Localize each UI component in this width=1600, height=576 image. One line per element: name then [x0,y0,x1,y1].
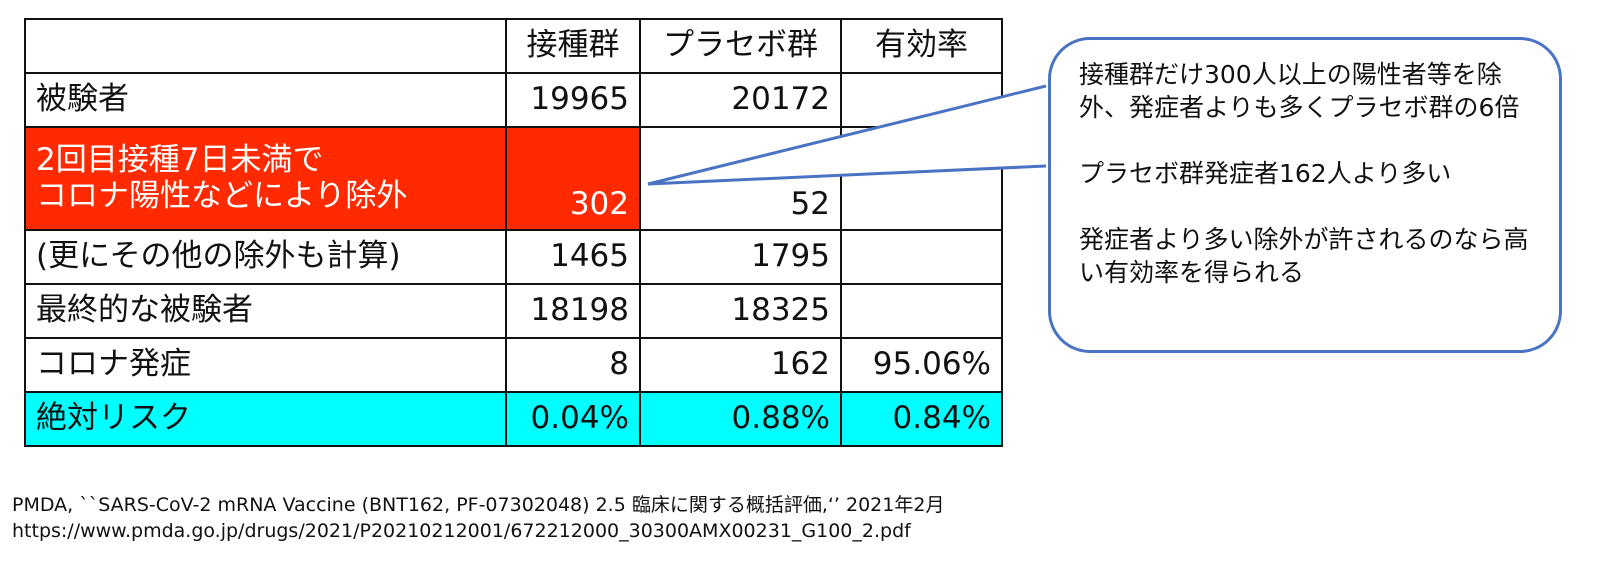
row-label: コロナ発症 [24,337,507,393]
efficacy-value [840,283,1003,339]
row-label: (更にその他の除外も計算) [24,229,507,285]
callout-bubble: 接種群だけ300人以上の陽性者等を除外、発症者よりも多くプラセボ群の6倍 プラセ… [1048,37,1562,353]
header-cell-label [24,18,507,74]
table-row-excluded: 2回目接種7日未満で コロナ陽性などにより除外 302 52 [24,126,1003,231]
efficacy-value [840,229,1003,285]
placebo-value: 20172 [639,72,842,128]
callout-text-exclusion: 接種群だけ300人以上の陽性者等を除外、発症者よりも多くプラセボ群の6倍 [1079,60,1520,122]
row-label-line-1: 2回目接種7日未満で [36,141,324,178]
vaccine-value: 0.04% [505,391,641,447]
efficacy-value: 95.06% [840,337,1003,393]
row-label-excluded: 2回目接種7日未満で コロナ陽性などにより除外 [24,126,507,231]
results-table: 接種群 プラセボ群 有効率 被験者 19965 20172 2回目接種7日未満で… [24,18,1003,447]
placebo-value: 0.88% [639,391,842,447]
row-label-absolute-risk: 絶対リスク [24,391,507,447]
header-cell-placebo-group: プラセボ群 [639,18,842,74]
placebo-value: 162 [639,337,842,393]
reference-note: PMDA, ``SARS-CoV-2 mRNA Vaccine (BNT162,… [12,492,944,544]
placebo-value: 18325 [639,283,842,339]
table-row: (更にその他の除外も計算) 1465 1795 [24,229,1003,285]
table-row: コロナ発症 8 162 95.06% [24,337,1003,393]
vaccine-value: 19965 [505,72,641,128]
table-header-row: 接種群 プラセボ群 有効率 [24,18,1003,74]
header-cell-vaccine-group: 接種群 [505,18,641,74]
header-cell-efficacy: 有効率 [840,18,1003,74]
row-label: 被験者 [24,72,507,128]
vaccine-value: 1465 [505,229,641,285]
vaccine-value: 8 [505,337,641,393]
vaccine-value-excluded: 302 [505,126,641,231]
placebo-value: 1795 [639,229,842,285]
table-row-absolute-risk: 絶対リスク 0.04% 0.88% 0.84% [24,391,1003,447]
reference-url: https://www.pmda.go.jp/drugs/2021/P20210… [12,520,911,542]
callout-text-conclusion: 発症者より多い除外が許されるのなら高い有効率を得られる [1079,225,1529,287]
efficacy-value: 0.84% [840,391,1003,447]
vaccine-value: 18198 [505,283,641,339]
table-row: 最終的な被験者 18198 18325 [24,283,1003,339]
table-row: 被験者 19965 20172 [24,72,1003,128]
row-label-line-2: コロナ陽性などにより除外 [36,177,408,214]
callout-text-comparison: プラセボ群発症者162人より多い [1079,159,1452,188]
row-label: 最終的な被験者 [24,283,507,339]
reference-citation: PMDA, ``SARS-CoV-2 mRNA Vaccine (BNT162,… [12,494,945,516]
